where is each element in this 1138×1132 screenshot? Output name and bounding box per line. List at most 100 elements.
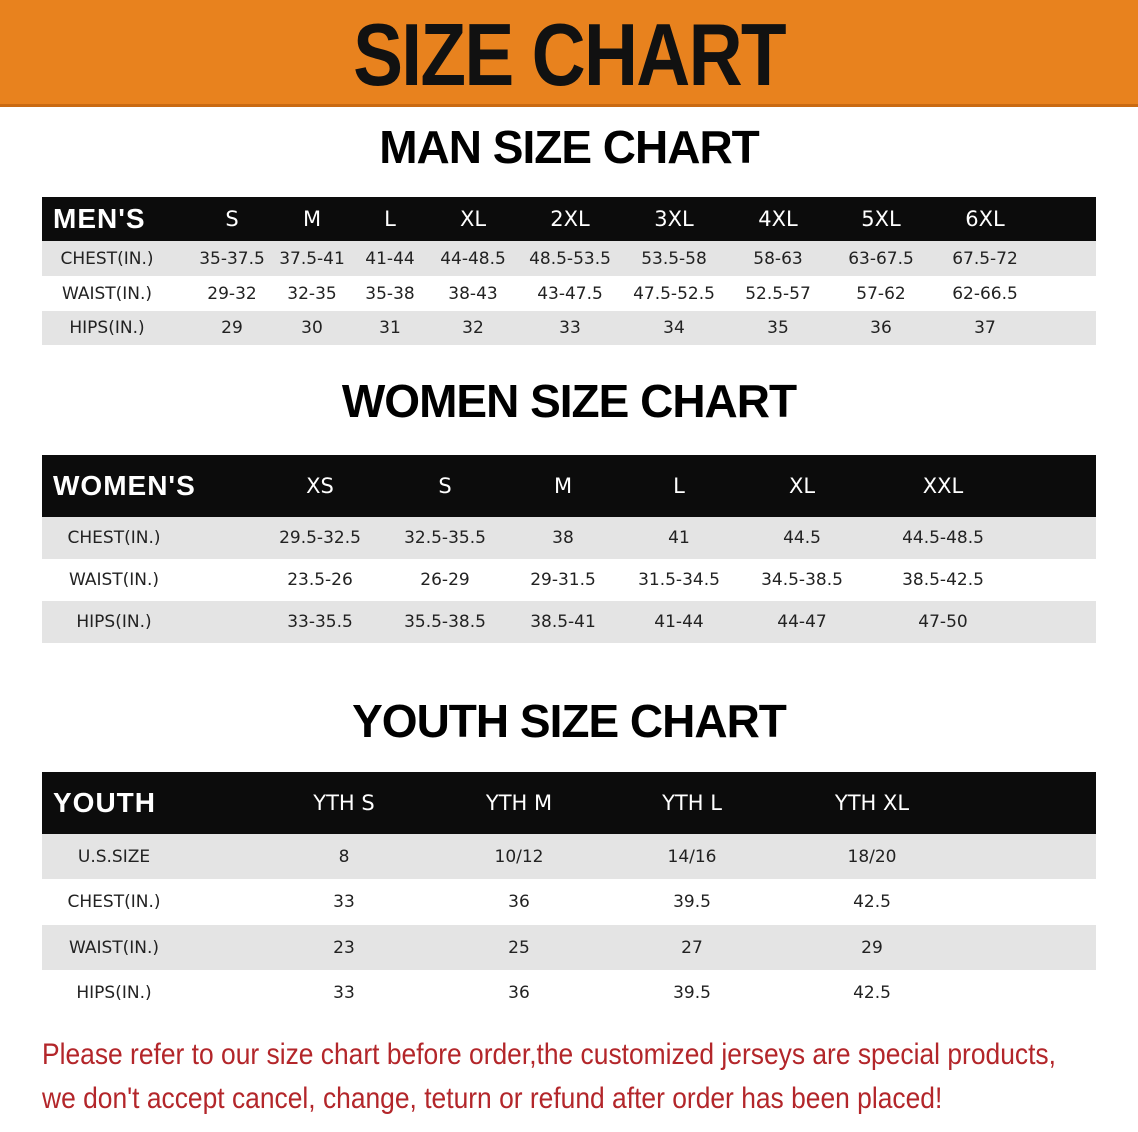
table-cell: 29 — [861, 937, 883, 958]
table-cell: 34 — [663, 318, 685, 338]
table-cell: 41 — [668, 528, 690, 548]
table-cell: 25 — [508, 937, 530, 958]
size-column-header: YTH XL — [834, 791, 910, 815]
table-row: CHEST(IN.) 35-37.5 37.5-41 41-44 44-48.5 48.5… — [42, 241, 1096, 276]
table-cell: 47-50 — [918, 612, 968, 632]
row-label: WAIST(IN.) — [68, 937, 160, 958]
banner-title: SIZE CHART — [353, 5, 787, 104]
size-column-header: S — [225, 207, 239, 231]
size-column-header: 3XL — [654, 207, 694, 231]
table-cell: 34.5-38.5 — [761, 570, 843, 590]
table-cell: 44-47 — [777, 612, 827, 632]
table-header-row: MEN'S S M L XL 2XL 3XL 4XL 5XL 6XL — [42, 197, 1096, 241]
table-cell: 33 — [333, 892, 355, 912]
table-cell: 41-44 — [654, 612, 704, 632]
table-cell: 36 — [508, 892, 530, 912]
size-column-header: M — [302, 207, 322, 231]
table-cell: 29-31.5 — [530, 570, 596, 590]
table-cell: 29.5-32.5 — [279, 528, 361, 548]
table-cell: 35 — [767, 318, 789, 338]
table-row: HIPS(IN.) 29 30 31 32 33 34 35 36 37 — [42, 311, 1096, 345]
note-line-2: we don't accept cancel, change, teturn o… — [42, 1082, 943, 1115]
table-cell: 32 — [462, 318, 484, 338]
size-column-header: L — [384, 207, 396, 231]
size-column-header: 2XL — [550, 207, 590, 231]
table-cell: 33-35.5 — [287, 612, 353, 632]
table-header-row: YOUTH YTH S YTH M YTH L YTH XL — [42, 772, 1096, 834]
size-column-header: 5XL — [861, 207, 901, 231]
size-column-header: XL — [459, 207, 487, 231]
banner: SIZE CHART — [0, 0, 1138, 107]
table-row: CHEST(IN.) 33 36 39.5 42.5 — [42, 879, 1096, 925]
table-cell: 38.5-41 — [530, 612, 596, 632]
table-cell: 58-63 — [753, 248, 803, 269]
size-column-header: L — [673, 474, 685, 498]
youth-size-table: YOUTH YTH S YTH M YTH L YTH XL U.S.SIZE 8 10/12… — [42, 772, 1096, 1015]
size-column-header: YTH S — [313, 791, 375, 815]
table-cell: 53.5-58 — [641, 248, 707, 269]
table-cell: 39.5 — [673, 892, 711, 912]
size-column-header: YTH M — [485, 791, 553, 815]
size-column-header: XXL — [922, 474, 964, 498]
table-cell: 33 — [333, 982, 355, 1003]
size-column-header: YTH L — [662, 791, 722, 815]
table-cell: 44.5 — [783, 528, 821, 548]
size-column-header: 6XL — [965, 207, 1005, 231]
table-cell: 30 — [301, 318, 323, 338]
size-column-header: M — [553, 474, 573, 498]
table-cell: 10/12 — [494, 846, 544, 867]
row-label: CHEST(IN.) — [60, 248, 154, 269]
row-label: HIPS(IN.) — [76, 982, 152, 1003]
men-title: MAN SIZE CHART — [379, 121, 760, 173]
table-cell: 57-62 — [856, 283, 906, 304]
table-cell: 39.5 — [673, 982, 711, 1003]
table-cell: 35-38 — [365, 283, 415, 304]
table-cell: 43-47.5 — [537, 283, 603, 304]
table-cell: 27 — [681, 937, 703, 958]
size-column-header: XS — [306, 474, 334, 498]
table-row: HIPS(IN.) 33-35.5 35.5-38.5 38.5-41 41-44 44-… — [42, 601, 1096, 643]
table-cell: 31 — [379, 318, 401, 338]
table-row: CHEST(IN.) 29.5-32.5 32.5-35.5 38 41 44.5 44.5… — [42, 517, 1096, 559]
table-cell: 38 — [552, 528, 574, 548]
table-cell: 29 — [221, 318, 243, 338]
table-cell: 36 — [508, 982, 530, 1003]
row-label: WAIST(IN.) — [68, 570, 160, 590]
youth-title: YOUTH SIZE CHART — [352, 695, 787, 747]
table-row: WAIST(IN.) 23.5-26 26-29 29-31.5 31.5-34.5 34… — [42, 559, 1096, 601]
table-cell: 8 — [338, 846, 350, 867]
table-header-label: MEN'S — [53, 203, 146, 234]
table-cell: 48.5-53.5 — [529, 248, 611, 269]
table-cell: 14/16 — [667, 846, 717, 867]
table-cell: 26-29 — [420, 570, 470, 590]
women-title: WOMEN SIZE CHART — [341, 375, 797, 427]
size-column-header: S — [438, 474, 452, 498]
table-cell: 37 — [974, 318, 996, 338]
table-cell: 42.5 — [853, 892, 891, 912]
women-size-table: WOMEN'S XS S M L XL XXL CHEST(IN.) 29.5-32.5 32.5… — [42, 455, 1096, 643]
table-cell: 32-35 — [287, 283, 337, 304]
row-label: HIPS(IN.) — [69, 318, 145, 338]
table-cell: 47.5-52.5 — [633, 283, 715, 304]
row-label: U.S.SIZE — [77, 846, 151, 867]
table-cell: 62-66.5 — [952, 283, 1018, 304]
table-cell: 35.5-38.5 — [404, 612, 486, 632]
table-cell: 23.5-26 — [287, 570, 353, 590]
table-cell: 38.5-42.5 — [902, 570, 984, 590]
row-label: CHEST(IN.) — [67, 892, 161, 912]
table-cell: 38-43 — [448, 283, 498, 304]
table-cell: 18/20 — [847, 846, 897, 867]
table-cell: 41-44 — [365, 248, 415, 269]
table-row: HIPS(IN.) 33 36 39.5 42.5 — [42, 970, 1096, 1015]
men-size-table: MEN'S S M L XL 2XL 3XL 4XL 5XL 6XL CHEST(IN.) 35-37… — [42, 197, 1096, 345]
table-cell: 36 — [870, 318, 892, 338]
size-column-header: XL — [788, 474, 816, 498]
table-row: WAIST(IN.) 29-32 32-35 35-38 38-43 43-47.5 47.… — [42, 276, 1096, 311]
table-cell: 67.5-72 — [952, 248, 1018, 269]
table-header-row: WOMEN'S XS S M L XL XXL — [42, 455, 1096, 517]
size-column-header: 4XL — [758, 207, 798, 231]
table-cell: 23 — [333, 937, 355, 958]
table-cell: 32.5-35.5 — [404, 528, 486, 548]
table-cell: 29-32 — [207, 283, 257, 304]
table-cell: 44.5-48.5 — [902, 528, 984, 548]
